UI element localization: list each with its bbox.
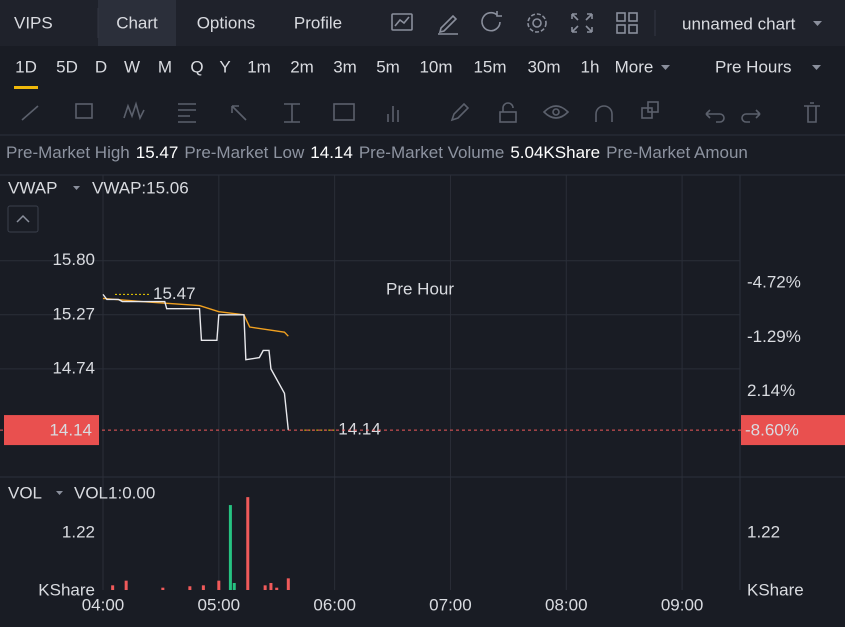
volume-bar [286,578,290,590]
y-unit: KShare [38,580,95,599]
y2-tick-label: -4.72% [747,273,801,292]
stat-value: 15.47 [136,143,179,162]
x-tick-label: 08:00 [545,595,588,614]
timeframe[interactable]: 15m [473,57,506,76]
caret [661,65,670,70]
y2-tick-label: 1.22 [747,523,780,542]
volume-bar [217,580,221,590]
indicator-value: VOL1:0.00 [74,483,155,502]
timeframe[interactable]: 5D [56,57,78,76]
tab[interactable]: Chart [116,13,158,32]
volume-bar [246,497,250,590]
last-change: -8.60% [745,421,799,440]
timeframe[interactable]: More [615,57,654,76]
timeframe[interactable]: M [158,57,172,76]
active-tab-bg [98,0,176,46]
active-indicator [14,86,38,89]
collapse-button[interactable] [7,205,39,233]
indicator-name[interactable]: VOL [8,483,42,502]
volume-bar [228,505,232,590]
volume-bar [188,586,192,590]
caret [812,65,821,70]
volume-bar [111,585,115,590]
y-tick-label: 15.80 [52,250,95,269]
price-line [102,293,290,431]
y-tick-label: 1.22 [62,523,95,542]
stat-value: 5.04KShare [510,143,600,162]
timeframe[interactable]: 1h [581,57,600,76]
watermark: Pre Hour [386,279,454,298]
collapse-icon [16,214,30,223]
caret [73,186,80,190]
volume-bar [232,583,236,590]
last-price: 14.14 [49,421,92,440]
indicator-value: VWAP:15.06 [92,178,189,197]
header-icons[interactable] [391,11,638,35]
x-tick-label: 09:00 [661,595,704,614]
last-price-box [4,415,99,446]
stat-label: Pre-Market Volume [359,143,505,162]
volume-bar [269,583,273,590]
chart-name[interactable]: unnamed chart [682,14,796,33]
y2-tick-label: -1.29% [747,327,801,346]
timeframe[interactable]: Y [219,57,230,76]
stat-value: 14.14 [310,143,353,162]
stat-label: Pre-Market High [6,143,130,162]
volume-bar [275,587,279,590]
stat-label: Pre-Market Amoun [606,143,748,162]
caret [56,491,63,495]
timeframe[interactable]: 1m [247,57,271,76]
stats-row: Pre-Market High 15.47 Pre-Market Low 14.14 P… [6,143,748,162]
tab[interactable]: Options [197,13,256,32]
timeframe[interactable]: W [124,57,140,76]
drawing-toolbar[interactable] [21,101,820,123]
last-change-box [741,415,845,446]
y-unit: KShare [747,580,804,599]
x-tick-label: 06:00 [313,595,356,614]
caret [813,21,822,26]
volume-bar [263,585,267,590]
timeframe[interactable]: Q [190,57,203,76]
tab[interactable]: Profile [294,13,342,32]
volume-bar [201,585,205,590]
x-tick-label: 05:00 [198,595,241,614]
volume-bar [124,580,128,590]
indicator-name[interactable]: VWAP [8,178,57,197]
timeframe[interactable]: 2m [290,57,314,76]
y-tick-label: 14.74 [52,358,95,377]
stat-label: Pre-Market Low [184,143,305,162]
timeframe[interactable]: 3m [333,57,357,76]
volume-bar [161,587,165,590]
timeframe[interactable]: 5m [376,57,400,76]
x-tick-label: 04:00 [82,595,125,614]
symbol[interactable]: VIPS [14,13,53,32]
session-select[interactable]: Pre Hours [715,57,792,76]
annotation: 15.47 [153,284,196,303]
chart: 04:00 05:00 06:00 07:00 08:00 09:00 Pre Hour 15… [0,175,845,614]
x-tick-label: 07:00 [429,595,472,614]
timeframe[interactable]: D [95,57,107,76]
timeframe[interactable]: 10m [419,57,452,76]
y2-tick-label: 2.14% [747,381,795,400]
timeframe[interactable]: 1D [15,57,37,76]
y-tick-label: 15.27 [52,304,95,323]
timeframe[interactable]: 30m [527,57,560,76]
timeframe-bar: 1D 5D D W M Q Y 1m 2m 3m 5m 10m 15m 30m 1h More [14,57,670,89]
annotation: 14.14 [338,420,381,439]
